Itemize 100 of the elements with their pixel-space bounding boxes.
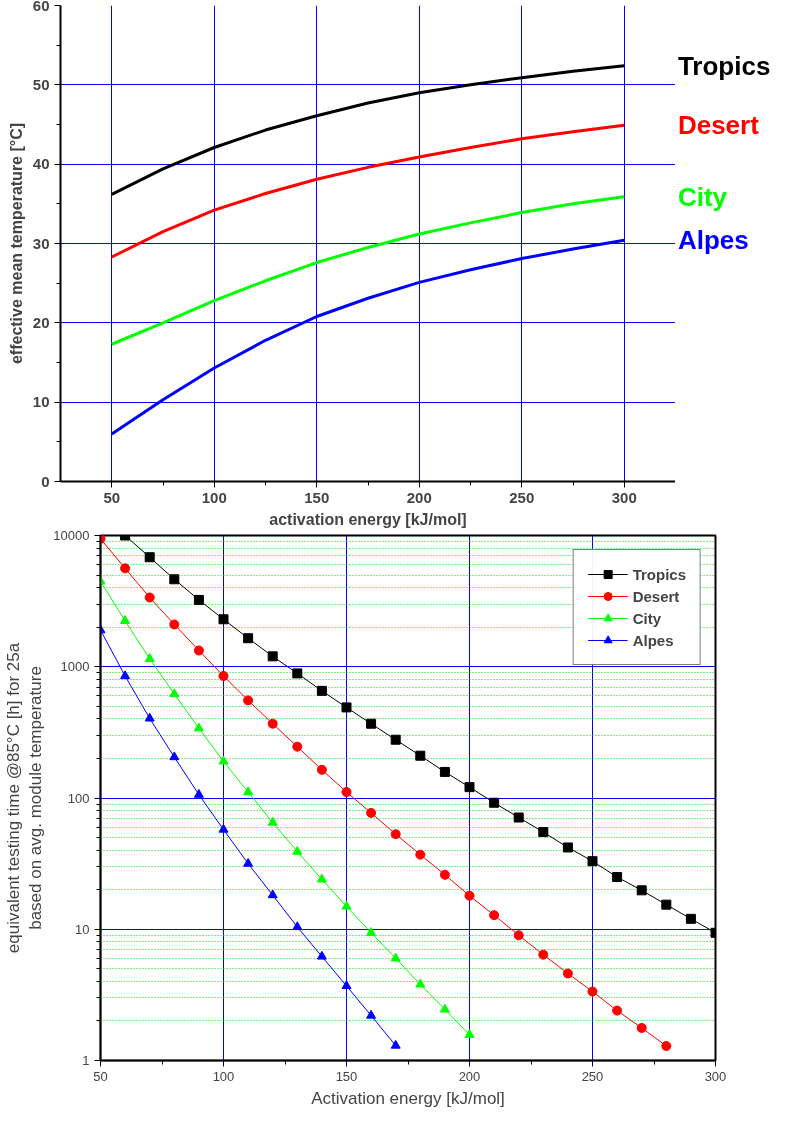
y-tick-label: 40	[32, 155, 50, 173]
point	[464, 1029, 475, 1038]
point	[636, 1022, 647, 1033]
point	[267, 718, 278, 729]
point	[366, 927, 377, 936]
point	[120, 615, 131, 624]
point	[243, 786, 254, 796]
point	[144, 592, 155, 603]
text: Desert	[677, 110, 760, 141]
x-axis-title: Activation energy [kJ/mol]	[311, 1088, 505, 1108]
point	[513, 930, 524, 941]
point	[464, 782, 475, 793]
x-tick-label: 150	[335, 1068, 358, 1084]
x-tick-label: 200	[406, 488, 432, 506]
y-tick-label: 60	[32, 0, 50, 14]
x-tick-label: 300	[704, 1068, 727, 1084]
point	[243, 857, 254, 867]
point	[193, 645, 204, 656]
point	[341, 900, 352, 910]
point	[169, 751, 180, 761]
point	[193, 594, 204, 605]
point	[169, 688, 180, 698]
y-axis-title: effective mean temperature [°C]	[7, 122, 25, 365]
text: City	[677, 181, 728, 212]
point	[489, 910, 500, 921]
point	[439, 869, 450, 880]
point	[243, 695, 254, 706]
point	[366, 807, 377, 818]
x-tick-label: 200	[458, 1068, 481, 1084]
point	[612, 872, 623, 883]
x-tick-label: 100	[201, 488, 227, 506]
point	[562, 842, 573, 853]
y-tick-label: 10	[75, 921, 90, 937]
point	[390, 829, 401, 840]
y-tick-label: 10000	[53, 528, 90, 543]
x-tick-label: 250	[581, 1068, 604, 1084]
point	[439, 1003, 450, 1013]
point	[390, 734, 401, 745]
point	[292, 921, 303, 931]
y-tick-label: 0	[41, 472, 50, 490]
point	[218, 614, 229, 625]
point	[193, 722, 204, 732]
point	[366, 1009, 377, 1019]
y-tick-label: 50	[32, 75, 50, 93]
point	[415, 750, 426, 761]
point	[612, 1005, 623, 1016]
point	[341, 702, 352, 713]
point	[513, 812, 524, 823]
point	[120, 563, 131, 574]
y-tick-label: 1000	[60, 659, 90, 675]
point	[292, 668, 303, 679]
legend-label: Tropics	[632, 565, 686, 583]
point	[218, 823, 229, 833]
y-axis-title: equivalent testing time @85°C [h] for 25a based on avg. module temperature	[3, 642, 46, 954]
point	[661, 1040, 672, 1051]
point	[267, 651, 278, 662]
point	[169, 574, 180, 585]
point	[415, 978, 426, 988]
x-axis-title: activation energy [kJ/mol]	[269, 510, 467, 528]
legend-label: Alpes	[632, 631, 674, 649]
point	[193, 788, 204, 798]
y-tick-label: 20	[32, 313, 50, 331]
point	[218, 755, 229, 765]
line-series	[110, 123, 626, 259]
point	[562, 968, 573, 979]
point	[243, 633, 254, 644]
x-tick-label: 50	[103, 488, 121, 506]
x-tick-label: 150	[304, 488, 330, 506]
y-tick-label: 30	[32, 234, 50, 252]
x-tick-label: 300	[611, 488, 637, 506]
point	[636, 885, 647, 896]
point	[366, 718, 377, 729]
legend-label: Desert	[632, 587, 680, 605]
point	[316, 950, 327, 960]
point	[316, 764, 327, 775]
text: Alpes	[677, 225, 749, 256]
x-tick-label: 50	[93, 1068, 108, 1084]
point	[341, 980, 352, 990]
text: Tropics	[677, 50, 771, 81]
point	[489, 797, 500, 808]
legend-label: City	[632, 609, 661, 627]
point	[390, 952, 401, 962]
point	[292, 741, 303, 752]
point	[538, 827, 549, 838]
point	[144, 552, 155, 563]
line-series	[110, 64, 626, 196]
point	[390, 1039, 401, 1049]
point	[316, 685, 327, 696]
y-tick-label: 100	[67, 790, 90, 806]
point	[538, 949, 549, 960]
x-tick-label: 250	[509, 488, 535, 506]
point	[415, 849, 426, 860]
point	[144, 653, 155, 662]
x-tick-label: 100	[212, 1068, 235, 1084]
point	[218, 671, 229, 681]
point	[587, 986, 598, 997]
point	[439, 766, 450, 777]
point	[661, 899, 672, 910]
point	[292, 845, 303, 855]
point	[267, 889, 278, 899]
